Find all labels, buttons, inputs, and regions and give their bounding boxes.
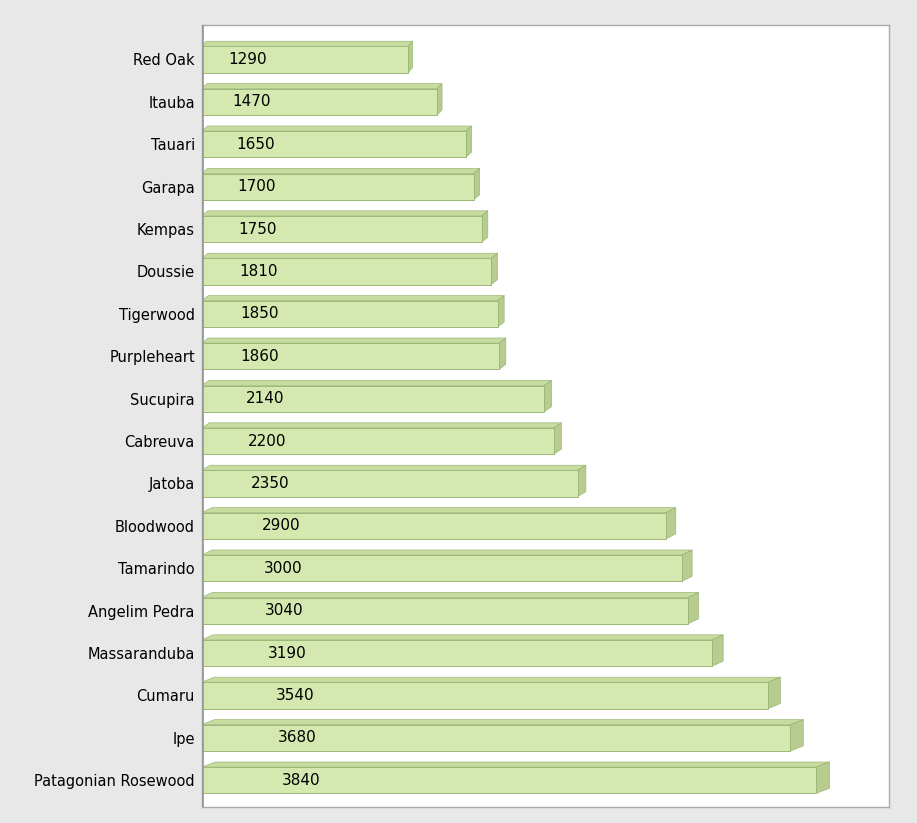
- Polygon shape: [202, 338, 506, 343]
- Bar: [202, 597, 688, 624]
- Polygon shape: [681, 550, 692, 581]
- Polygon shape: [816, 762, 830, 793]
- Text: 3040: 3040: [265, 603, 304, 618]
- Bar: [202, 89, 436, 115]
- Bar: [202, 725, 790, 751]
- Polygon shape: [499, 338, 506, 370]
- Polygon shape: [202, 465, 586, 470]
- Polygon shape: [666, 508, 676, 539]
- Text: 1700: 1700: [238, 179, 276, 194]
- Bar: [202, 640, 712, 666]
- Polygon shape: [554, 423, 561, 454]
- Polygon shape: [202, 550, 692, 555]
- Polygon shape: [202, 593, 699, 597]
- Bar: [202, 682, 768, 709]
- Text: 1290: 1290: [228, 52, 267, 67]
- Bar: [202, 46, 408, 72]
- Polygon shape: [202, 253, 498, 258]
- Polygon shape: [202, 677, 780, 682]
- Text: 2140: 2140: [247, 391, 285, 407]
- Polygon shape: [790, 719, 803, 751]
- Polygon shape: [202, 169, 480, 174]
- Polygon shape: [466, 126, 471, 157]
- Bar: [202, 385, 544, 412]
- Bar: [202, 555, 681, 581]
- Text: 1470: 1470: [232, 95, 271, 109]
- Bar: [202, 174, 474, 200]
- Polygon shape: [202, 211, 488, 216]
- Polygon shape: [202, 84, 442, 89]
- Bar: [202, 767, 816, 793]
- Text: 1850: 1850: [240, 306, 279, 321]
- Polygon shape: [202, 423, 561, 428]
- Bar: [202, 131, 466, 157]
- Polygon shape: [202, 635, 724, 640]
- Polygon shape: [578, 465, 586, 496]
- Text: 1810: 1810: [239, 264, 278, 279]
- Bar: [202, 513, 666, 539]
- Polygon shape: [768, 677, 780, 709]
- Polygon shape: [481, 211, 488, 242]
- Bar: [202, 216, 481, 242]
- Polygon shape: [202, 41, 413, 46]
- Polygon shape: [688, 593, 699, 624]
- Polygon shape: [498, 295, 504, 327]
- Polygon shape: [492, 253, 498, 285]
- Text: 3000: 3000: [264, 560, 303, 576]
- Text: 2900: 2900: [262, 518, 301, 533]
- Bar: [202, 470, 578, 496]
- Bar: [202, 258, 492, 285]
- Bar: [202, 300, 498, 327]
- Polygon shape: [544, 380, 551, 412]
- Text: 1860: 1860: [240, 349, 279, 364]
- Polygon shape: [202, 380, 551, 385]
- Text: 3840: 3840: [282, 773, 320, 788]
- Text: 1750: 1750: [238, 221, 277, 236]
- Polygon shape: [474, 169, 480, 200]
- Text: 1650: 1650: [236, 137, 275, 151]
- Bar: [202, 428, 554, 454]
- Polygon shape: [202, 126, 471, 131]
- Text: 2350: 2350: [250, 476, 289, 491]
- Polygon shape: [202, 719, 803, 725]
- Polygon shape: [408, 41, 413, 72]
- Polygon shape: [436, 84, 442, 115]
- Bar: [202, 343, 499, 370]
- Text: 3190: 3190: [268, 645, 307, 661]
- Polygon shape: [202, 762, 830, 767]
- Polygon shape: [202, 508, 676, 513]
- Text: 3680: 3680: [278, 730, 317, 746]
- Text: 2200: 2200: [248, 434, 286, 449]
- Text: 3540: 3540: [275, 688, 314, 703]
- Polygon shape: [202, 295, 504, 300]
- Polygon shape: [712, 635, 724, 666]
